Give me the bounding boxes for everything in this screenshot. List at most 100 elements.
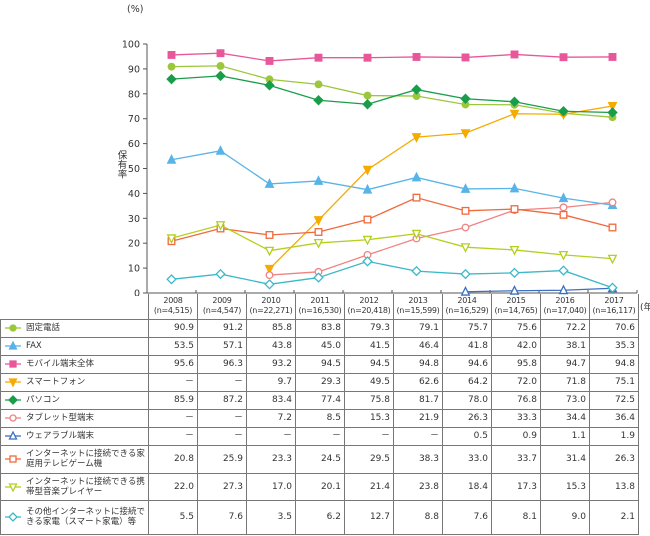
value-cell: 90.9	[148, 318, 198, 338]
series-1	[166, 145, 618, 210]
table-header: 2008 (n=4,515) 2009 (n=4,547) 2010 (n=22,271)…	[0, 294, 639, 320]
sample-size: (n=20,418)	[347, 306, 391, 316]
data-point	[559, 203, 568, 212]
table-row: インターネットに接続できる携帯型音楽プレイヤー 22.0 27.3 17.0 20.1 2…	[0, 472, 639, 501]
value-cell: 21.4	[344, 472, 394, 501]
sample-size: (n=17,040)	[543, 306, 587, 316]
value-cell: 93.2	[246, 354, 296, 374]
year-header: 2016 (n=17,040)	[540, 294, 590, 320]
data-point	[509, 182, 520, 193]
series-line	[269, 105, 613, 270]
value-cell: 18.4	[442, 472, 492, 501]
data-point	[509, 109, 520, 120]
year-header: 2013 (n=15,599)	[393, 294, 443, 320]
y-tick-label: 30	[128, 214, 140, 225]
value-cell: 8.8	[393, 499, 443, 535]
value-cell: 49.5	[344, 372, 394, 392]
value-cell: 43.8	[246, 336, 296, 356]
data-point	[558, 265, 569, 276]
value-cell: 17.0	[246, 472, 296, 501]
series-name: インターネットに接続できる家庭用テレビゲーム機	[26, 449, 145, 469]
value-cell: 94.8	[589, 354, 639, 374]
y-tick-label: 10	[128, 264, 140, 275]
data-point	[166, 73, 177, 85]
data-point	[607, 254, 618, 265]
data-point	[558, 192, 569, 203]
value-cell: 83.4	[246, 390, 296, 410]
data-point	[509, 245, 520, 256]
series-8	[166, 221, 618, 265]
value-cell: －	[344, 426, 394, 446]
value-cell: 21.9	[393, 408, 443, 428]
value-cell: 36.4	[589, 408, 639, 428]
value-cell: 38.3	[393, 444, 443, 474]
value-cell: 94.7	[540, 354, 590, 374]
series-name: ウェアラブル端末	[26, 431, 95, 441]
series-line	[171, 75, 613, 114]
data-point	[510, 205, 519, 214]
data-point	[313, 175, 324, 185]
value-cell: 3.5	[246, 499, 296, 535]
value-cell: 95.8	[491, 354, 541, 374]
value-cell: －	[295, 426, 345, 446]
value-cell: 91.2	[197, 318, 247, 338]
data-point	[559, 53, 568, 62]
value-cell: －	[246, 426, 296, 446]
value-cell: 94.6	[442, 354, 492, 374]
value-cell: 12.7	[344, 499, 394, 535]
table-row: モバイル端末全体 95.6 96.3 93.2 94.5 94.5 94.8 94.6 95.8…	[0, 354, 639, 374]
data-point	[608, 198, 617, 207]
data-point	[166, 234, 177, 244]
value-cell: 8.5	[295, 408, 345, 428]
value-cell: 41.8	[442, 336, 492, 356]
data-point	[608, 52, 617, 61]
value-cell: 26.3	[442, 408, 492, 428]
value-cell: 72.0	[491, 372, 541, 392]
data-point	[607, 107, 618, 118]
data-point	[313, 239, 324, 249]
series-label-cell: インターネットに接続できる家庭用テレビゲーム機	[0, 444, 149, 474]
value-cell: 38.1	[540, 336, 590, 356]
value-cell: 46.4	[393, 336, 443, 356]
series-line	[269, 201, 613, 276]
data-point	[8, 431, 18, 440]
legend-marker-icon	[5, 455, 21, 463]
legend-marker-icon	[5, 512, 21, 522]
data-point	[510, 50, 519, 59]
year-header: 2010 (n=22,271)	[246, 294, 296, 320]
data-point	[264, 279, 275, 290]
value-cell: －	[393, 426, 443, 446]
data-point	[8, 378, 18, 387]
series-9	[166, 256, 618, 293]
value-cell: 25.9	[197, 444, 247, 474]
series-name: スマートフォン	[26, 377, 86, 387]
data-point	[509, 96, 520, 107]
value-cell: 94.8	[393, 354, 443, 374]
value-cell: 57.1	[197, 336, 247, 356]
series-line	[171, 150, 613, 206]
data-point	[460, 129, 471, 139]
series-label-cell: ウェアラブル端末	[0, 426, 149, 446]
data-point	[216, 49, 225, 58]
value-cell: 2.1	[589, 499, 639, 535]
value-cell: 71.8	[540, 372, 590, 392]
value-cell: 29.5	[344, 444, 394, 474]
value-cell: 85.9	[148, 390, 198, 410]
data-point	[362, 183, 373, 194]
series-line	[171, 52, 613, 62]
data-point	[9, 455, 17, 463]
value-cell: 45.0	[295, 336, 345, 356]
y-tick-label: 50	[128, 164, 140, 175]
value-cell: 75.7	[442, 318, 492, 338]
value-cell: 53.5	[148, 336, 198, 356]
value-cell: －	[197, 426, 247, 446]
value-cell: 9.0	[540, 499, 590, 535]
series-label-cell: タブレット型端末	[0, 408, 149, 428]
year-label: 2017	[604, 296, 624, 306]
year-label: 2015	[506, 296, 526, 306]
data-point	[412, 193, 421, 202]
data-point	[216, 61, 225, 70]
sample-size: (n=4,515)	[153, 306, 193, 316]
sample-size: (n=4,547)	[202, 306, 242, 316]
value-cell: 33.3	[491, 408, 541, 428]
